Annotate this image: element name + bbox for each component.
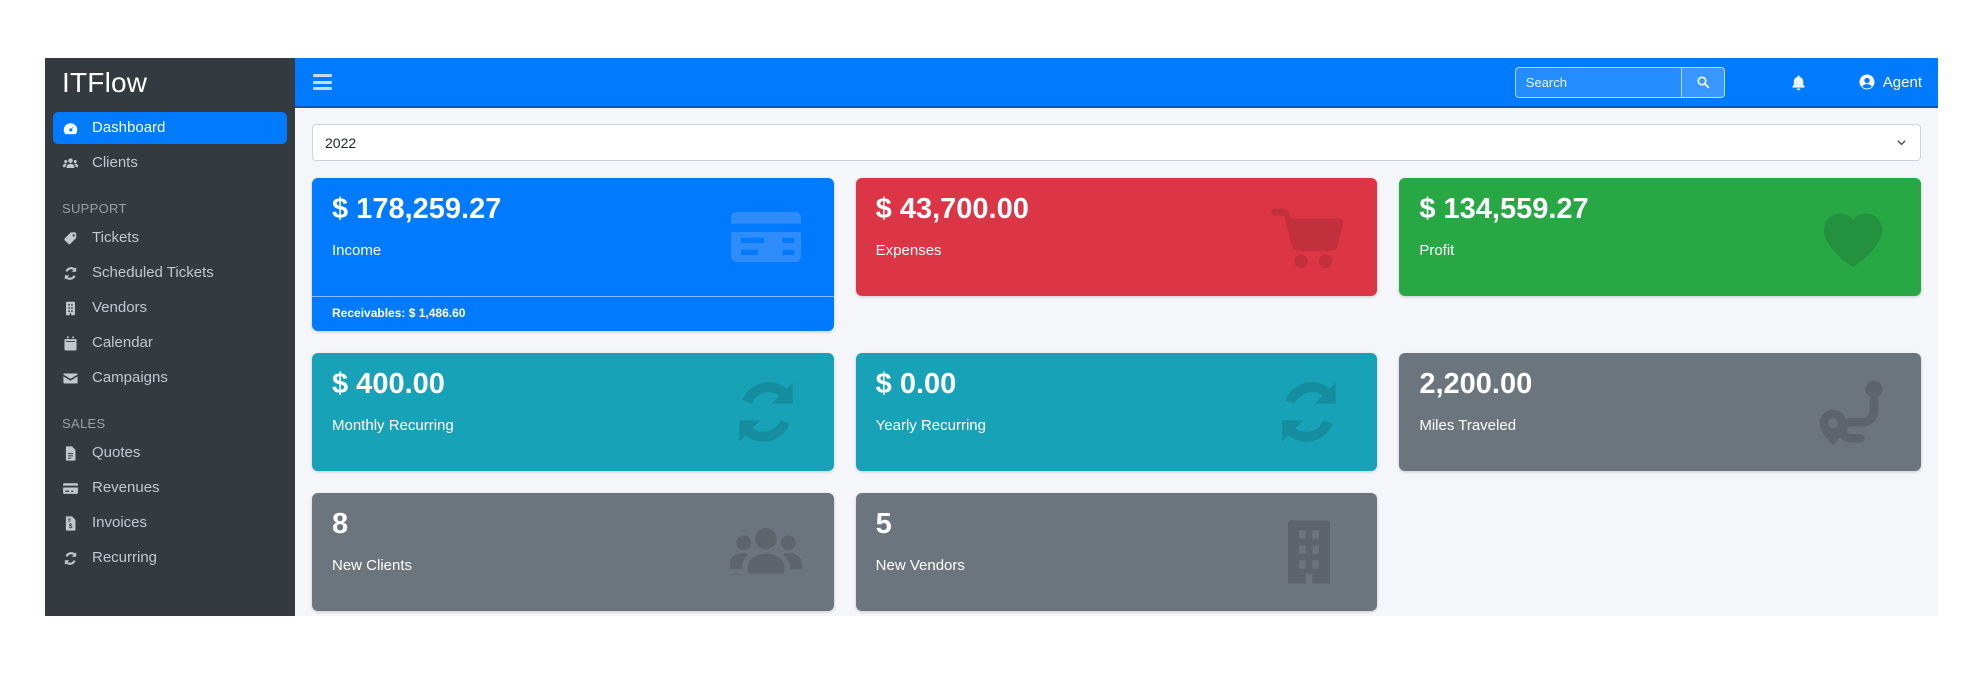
envelope-icon xyxy=(62,370,92,387)
file-icon xyxy=(62,445,92,462)
miles-traveled-label: Miles Traveled xyxy=(1419,417,1517,435)
building-icon xyxy=(1269,512,1349,592)
sidebar-item-calendar[interactable]: Calendar xyxy=(53,327,287,359)
monthly-recurring-label: Monthly Recurring xyxy=(332,417,454,435)
sidebar: ITFlow Dashboard Clients SUPPORT Ticket xyxy=(45,58,295,616)
users-icon xyxy=(62,155,92,172)
app-window: ITFlow Dashboard Clients SUPPORT Ticket xyxy=(45,58,1938,616)
profit-value: $ 134,559.27 xyxy=(1419,193,1589,225)
sync-icon xyxy=(62,550,92,567)
chevron-down-icon xyxy=(1895,136,1908,149)
miles-traveled-value: 2,200.00 xyxy=(1419,368,1533,400)
new-clients-card: 8 New Clients xyxy=(312,493,834,611)
credit-card-icon xyxy=(62,480,92,497)
bell-icon xyxy=(1789,73,1808,92)
sidebar-item-quotes[interactable]: Quotes xyxy=(53,437,287,469)
profit-label: Profit xyxy=(1419,242,1455,260)
sidebar-item-label: Calendar xyxy=(92,334,153,351)
building-icon xyxy=(62,300,92,317)
year-select[interactable]: 2022 xyxy=(312,124,1921,161)
sidebar-item-campaigns[interactable]: Campaigns xyxy=(53,362,287,394)
profit-card: $ 134,559.27 Profit xyxy=(1399,178,1921,296)
new-clients-label: New Clients xyxy=(332,557,413,575)
user-menu[interactable]: Agent xyxy=(1858,73,1922,91)
sidebar-item-tickets[interactable]: Tickets xyxy=(53,222,287,254)
invoice-dollar-icon: $ xyxy=(62,515,92,532)
svg-text:$: $ xyxy=(69,523,73,530)
sync-icon xyxy=(1269,372,1349,452)
monthly-recurring-card: $ 400.00 Monthly Recurring xyxy=(312,353,834,471)
sidebar-item-revenues[interactable]: Revenues xyxy=(53,472,287,504)
heart-icon xyxy=(1813,197,1893,277)
yearly-recurring-label: Yearly Recurring xyxy=(875,417,986,435)
income-receivables: Receivables: $ 1,486.60 xyxy=(312,296,834,331)
sync-icon xyxy=(726,372,806,452)
credit-card-icon xyxy=(726,197,806,277)
magnifier-icon xyxy=(1695,74,1711,90)
new-vendors-card: 5 New Vendors xyxy=(855,493,1378,611)
user-menu-label: Agent xyxy=(1882,73,1922,91)
sidebar-item-scheduled-tickets[interactable]: Scheduled Tickets xyxy=(53,257,287,289)
income-value: $ 178,259.27 xyxy=(332,193,502,225)
sidebar-section-sales: SALES xyxy=(62,416,106,431)
new-clients-value: 8 xyxy=(332,508,349,540)
brand-logo[interactable]: ITFlow xyxy=(62,67,148,98)
search-input[interactable] xyxy=(1514,66,1681,98)
sidebar-item-clients[interactable]: Clients xyxy=(53,147,287,179)
sidebar-item-label: Clients xyxy=(92,154,138,171)
user-circle-icon xyxy=(1858,73,1876,91)
sidebar-item-vendors[interactable]: Vendors xyxy=(53,292,287,324)
sidebar-item-label: Quotes xyxy=(92,444,141,461)
expenses-value: $ 43,700.00 xyxy=(875,193,1029,225)
shopping-cart-icon xyxy=(1269,197,1349,277)
sidebar-item-label: Tickets xyxy=(92,229,139,246)
monthly-recurring-value: $ 400.00 xyxy=(332,368,445,400)
year-select-value: 2022 xyxy=(325,134,357,151)
sidebar-item-recurring[interactable]: Recurring xyxy=(53,542,287,574)
dashboard-content: 2022 $ 178,259.27 Income Receivables: $ xyxy=(295,108,1938,616)
navbar-search xyxy=(1514,66,1725,98)
sidebar-item-label: Vendors xyxy=(92,299,148,316)
notifications-button[interactable] xyxy=(1789,73,1808,92)
sidebar-item-label: Dashboard xyxy=(92,119,166,136)
yearly-recurring-value: $ 0.00 xyxy=(875,368,957,400)
sidebar-item-dashboard[interactable]: Dashboard xyxy=(53,112,287,144)
income-label: Income xyxy=(332,242,382,260)
sidebar-item-label: Revenues xyxy=(92,479,160,496)
sidebar-section-support: SUPPORT xyxy=(62,201,127,216)
main-area: Agent 2022 $ 178,259.27 Income xyxy=(295,58,1938,616)
sidebar-item-label: Campaigns xyxy=(92,369,168,386)
sidebar-item-label: Recurring xyxy=(92,549,158,566)
sidebar-item-invoices[interactable]: $ Invoices xyxy=(53,507,287,539)
tachometer-icon xyxy=(62,120,92,137)
expenses-label: Expenses xyxy=(875,242,942,260)
income-card: $ 178,259.27 Income Receivables: $ 1,486… xyxy=(312,178,834,331)
top-navbar: Agent xyxy=(295,58,1938,108)
sidebar-item-label: Scheduled Tickets xyxy=(92,264,214,281)
expenses-card: $ 43,700.00 Expenses xyxy=(855,178,1378,296)
tag-icon xyxy=(62,230,92,247)
sidebar-item-label: Invoices xyxy=(92,514,148,531)
users-icon xyxy=(726,512,806,592)
miles-traveled-card: 2,200.00 Miles Traveled xyxy=(1399,353,1921,471)
hamburger-icon xyxy=(313,74,332,77)
yearly-recurring-card: $ 0.00 Yearly Recurring xyxy=(855,353,1378,471)
new-vendors-label: New Vendors xyxy=(875,557,965,575)
new-vendors-value: 5 xyxy=(875,508,892,540)
search-button[interactable] xyxy=(1680,66,1725,98)
sync-icon xyxy=(62,265,92,282)
stat-card-grid: $ 178,259.27 Income Receivables: $ 1,486… xyxy=(312,178,1921,611)
sidebar-nav: Dashboard Clients SUPPORT Tickets Sch xyxy=(45,106,295,583)
sidebar-toggle-button[interactable] xyxy=(311,70,334,94)
route-icon xyxy=(1813,372,1893,452)
calendar-icon xyxy=(62,335,92,352)
